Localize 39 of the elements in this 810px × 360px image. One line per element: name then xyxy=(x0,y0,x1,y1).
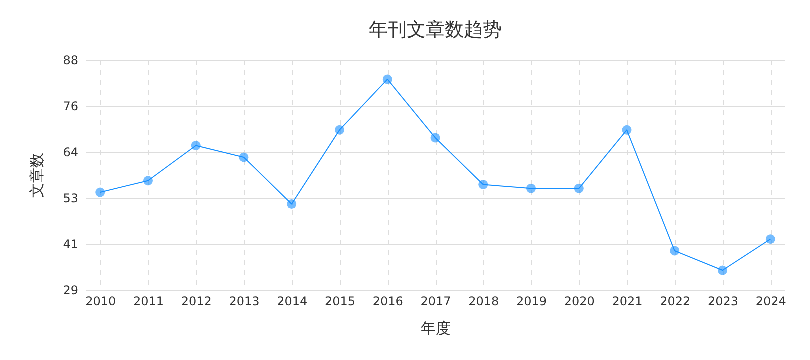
x-tick-label: 2011 xyxy=(133,294,164,308)
x-tick-label: 2023 xyxy=(708,294,739,308)
x-tick-label: 2010 xyxy=(86,294,116,308)
x-tick-label: 2024 xyxy=(756,294,786,308)
point xyxy=(526,184,536,194)
y-tick-label: 64 xyxy=(63,146,78,160)
point xyxy=(287,200,297,209)
y-tick-label: 53 xyxy=(63,192,78,206)
y-tick-label: 41 xyxy=(63,238,78,252)
point xyxy=(382,74,392,84)
x-tick-label: 2017 xyxy=(420,294,452,308)
y-tick-label: 88 xyxy=(63,54,78,68)
x-tick-label: 2020 xyxy=(564,294,595,308)
x-tick-label: 2016 xyxy=(372,294,404,308)
point xyxy=(143,176,153,186)
x-tick-label: 2018 xyxy=(468,294,500,308)
chart-title: 年刊文章数趋势 xyxy=(369,19,502,41)
point xyxy=(335,125,344,135)
x-tick-label: 2022 xyxy=(660,294,691,308)
x-axis-title: 年度 xyxy=(421,320,451,338)
x-tick-label: 2021 xyxy=(612,294,643,308)
point xyxy=(430,133,440,143)
point xyxy=(239,152,249,162)
point xyxy=(622,125,632,135)
point xyxy=(96,188,106,198)
y-tick-label: 29 xyxy=(63,284,78,298)
x-tick-label: 2015 xyxy=(324,294,356,308)
y-axis-title: 文章数 xyxy=(28,153,46,198)
point xyxy=(718,266,728,276)
point xyxy=(191,141,201,150)
x-tick-label: 2014 xyxy=(277,294,308,308)
point xyxy=(478,180,488,190)
point xyxy=(574,184,584,194)
point xyxy=(766,234,776,244)
x-tick-label: 2012 xyxy=(181,294,212,308)
x-tick-label: 2019 xyxy=(516,294,548,308)
point xyxy=(670,246,680,256)
x-tick-label: 2013 xyxy=(229,294,260,308)
y-tick-label: 76 xyxy=(63,100,78,114)
